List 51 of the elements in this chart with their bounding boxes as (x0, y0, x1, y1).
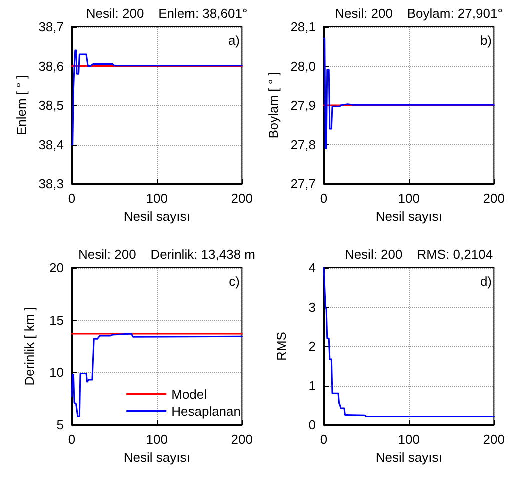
y-tick-label: 2 (308, 339, 316, 354)
y-tick-label: 15 (50, 312, 64, 328)
y-tick-label: 27,7 (290, 176, 316, 192)
chart-title: Nesil: 200 Enlem: 38,601° (86, 6, 248, 21)
x-tick-label: 100 (146, 191, 168, 206)
x-tick-label: 200 (483, 432, 506, 447)
y-tick-label: 1 (308, 378, 316, 394)
annotation: b) (480, 33, 492, 48)
x-tick-label: 0 (68, 191, 76, 206)
y-tick-label: 38,5 (38, 98, 64, 113)
x-axis-title: Nesil sayısı (124, 450, 190, 465)
legend-label: Hesaplanan (172, 404, 242, 419)
x-axis-title: Nesil sayısı (376, 208, 442, 224)
x-tick-label: 200 (483, 191, 506, 206)
x-tick-label: 100 (398, 432, 420, 447)
line-series (71, 50, 243, 146)
y-tick-label: 27,8 (290, 137, 316, 152)
y-axis-title: Derinlik [ km ] (22, 307, 37, 386)
chart-title: Nesil: 200 Boylam: 27,901° (335, 6, 503, 21)
y-tick-label: 3 (308, 300, 316, 315)
y-tick-label: 28,0 (290, 58, 316, 74)
y-tick-label: 28,1 (290, 20, 316, 34)
y-axis-title: Boylam [ ° ] (266, 72, 281, 139)
y-tick-label: 27,9 (290, 98, 316, 113)
y-tick-label: 10 (50, 365, 64, 380)
y-tick-label: 5 (56, 418, 64, 432)
x-tick-label: 100 (146, 432, 168, 447)
annotation: c) (229, 274, 240, 289)
x-tick-label: 0 (68, 432, 76, 447)
annotation: d) (480, 274, 492, 289)
y-tick-label: 0 (308, 418, 316, 432)
y-tick-label: 38,6 (38, 58, 64, 74)
chart-title: Nesil: 200 RMS: 0,2104 (344, 247, 494, 262)
y-axis-title: Enlem [ ° ] (14, 75, 29, 136)
annotation: a) (228, 33, 240, 48)
y-axis-title: RMS (274, 332, 289, 361)
x-tick-label: 200 (231, 191, 254, 206)
line-series (71, 333, 243, 418)
x-tick-label: 200 (231, 432, 254, 447)
x-tick-label: 0 (320, 432, 328, 447)
x-tick-label: 100 (398, 191, 420, 206)
chart-title: Nesil: 200 Derinlik: 13,438 m (78, 247, 256, 262)
y-tick-label: 38,4 (38, 137, 64, 152)
y-tick-label: 4 (308, 260, 316, 276)
legend-label: Model (172, 387, 208, 402)
y-tick-label: 20 (50, 260, 64, 276)
x-axis-title: Nesil sayısı (376, 450, 442, 465)
y-tick-label: 38,7 (38, 20, 64, 34)
x-axis-title: Nesil sayısı (124, 208, 190, 224)
x-tick-label: 0 (320, 191, 328, 206)
y-tick-label: 38,3 (38, 176, 64, 192)
